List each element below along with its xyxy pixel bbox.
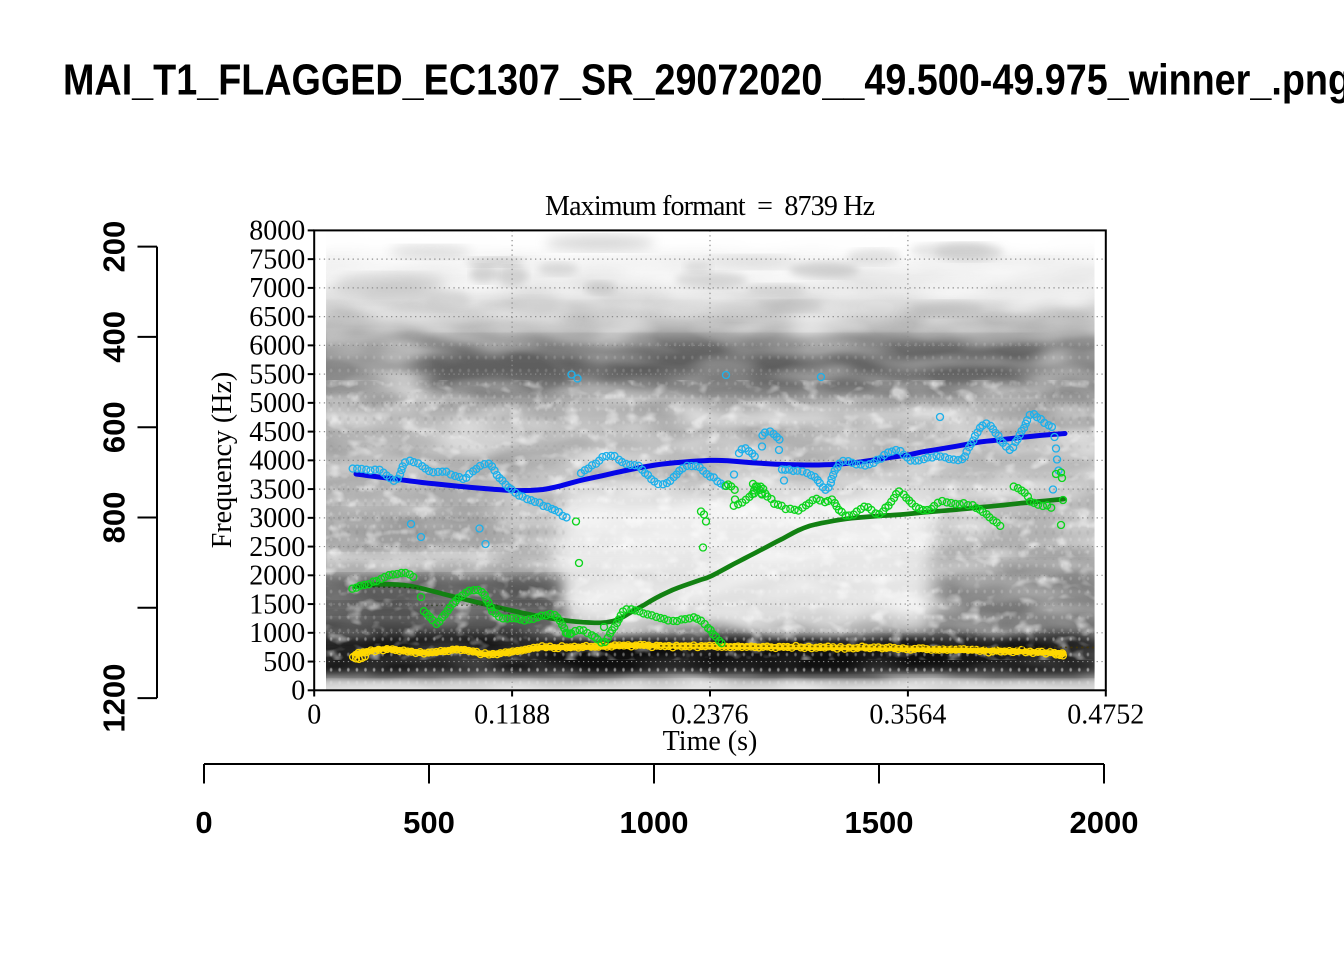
svg-text:5500: 5500 [249,359,305,390]
svg-text:500: 500 [263,647,305,678]
svg-text:6000: 6000 [249,331,305,362]
svg-text:500: 500 [403,805,455,840]
svg-text:0: 0 [291,676,305,707]
svg-text:2000: 2000 [1070,805,1139,840]
svg-text:Time (s): Time (s) [663,726,758,757]
svg-text:200: 200 [97,221,132,273]
svg-text:6500: 6500 [249,302,305,333]
svg-text:1000: 1000 [620,805,689,840]
svg-text:0.1188: 0.1188 [474,700,550,731]
svg-text:3000: 3000 [249,503,305,534]
svg-text:0.2376: 0.2376 [672,700,749,731]
svg-text:400: 400 [97,311,132,363]
svg-text:1500: 1500 [845,805,914,840]
svg-text:Frequency (Hz): Frequency (Hz) [207,372,238,548]
svg-text:7500: 7500 [249,244,305,275]
svg-text:600: 600 [97,401,132,453]
svg-text:5000: 5000 [249,388,305,419]
svg-text:1200: 1200 [97,664,132,733]
svg-text:0.4752: 0.4752 [1067,700,1144,731]
svg-text:MAI_T1_FLAGGED_EC1307_SR_29072: MAI_T1_FLAGGED_EC1307_SR_29072020__49.50… [63,56,1344,105]
svg-text:2500: 2500 [249,532,305,563]
svg-text:1000: 1000 [249,618,305,649]
svg-text:1500: 1500 [249,589,305,620]
svg-text:3500: 3500 [249,474,305,505]
svg-text:4000: 4000 [249,446,305,477]
svg-text:8000: 8000 [249,216,305,247]
svg-text:7000: 7000 [249,273,305,304]
svg-text:4500: 4500 [249,417,305,448]
svg-text:2000: 2000 [249,561,305,592]
svg-text:800: 800 [97,492,132,544]
svg-text:0.3564: 0.3564 [869,700,946,731]
svg-text:0: 0 [307,700,321,731]
svg-text:Maximum formant = 8739 Hz: Maximum formant = 8739 Hz [545,191,875,222]
svg-text:0: 0 [195,805,212,840]
